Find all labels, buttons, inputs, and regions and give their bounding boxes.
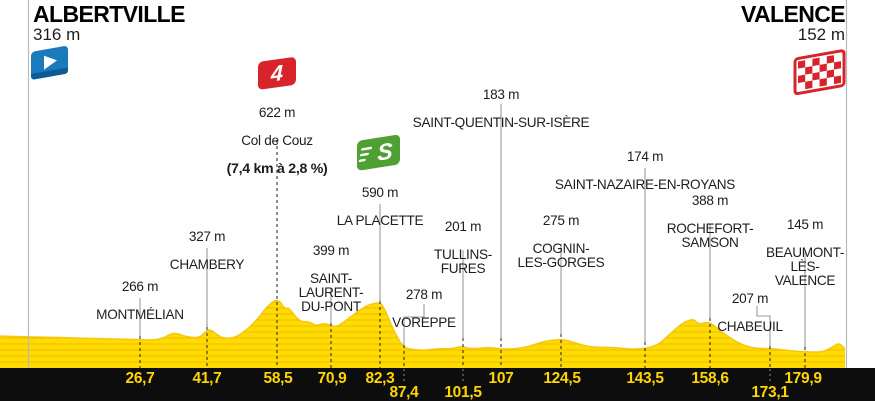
sprint-badge: S [357,134,400,171]
waypoint-label-rochefort-samson: 388 m ROCHEFORT- SAMSON [666,193,754,250]
km-marker: 70,9 [317,370,347,387]
km-marker: 107 [488,370,514,387]
waypoint-label-cognin-les-gorges: 275 m COGNIN- LES-GORGES [517,213,605,270]
waypoint-label-tullins-fures: 201 m TULLINS- FURES [433,219,493,276]
waypoint-label-col-de-couz: 622 m Col de Couz (7,4 km à 2,8 %) [226,105,328,177]
waypoint-label-montmelian: 266 m MONTMÉLIAN [96,279,184,322]
distance-bar-dashes [403,369,771,383]
cat4-climb-badge: 4 [258,57,296,90]
start-finish-border-lines [27,0,848,401]
climb-category-label: 4 [270,60,283,87]
finish-header: VALENCE 152 m [741,1,846,45]
start-header: ALBERTVILLE 316 m [33,2,185,44]
finish-city-elevation: 152 m [797,25,845,45]
km-marker: 41,7 [192,370,222,387]
waypoint-label-la-placette: 590 m LA PLACETTE [336,185,424,228]
km-marker: 87,4 [389,384,419,401]
km-marker: 158,6 [691,370,729,387]
km-marker: 173,1 [751,384,789,401]
waypoint-label-chambery: 327 m CHAMBERY [169,229,245,272]
profile-top-edge [0,299,846,353]
waypoint-label-beaumont-les-valence: 145 m BEAUMONT- LÈS-VALENCE [765,217,845,288]
distance-bar [0,368,875,401]
voreppe-elbow-connector [403,304,425,345]
km-marker: 124,5 [543,370,581,387]
finish-city-name: VALENCE [741,1,846,27]
km-marker: 26,7 [125,370,155,387]
km-marker: 101,5 [444,384,482,401]
km-marker: 143,5 [626,370,664,387]
km-marker: 58,5 [263,370,293,387]
start-flag-icon [31,46,68,80]
start-city-elevation: 316 m [33,25,81,45]
sprint-label: S [377,137,393,165]
waypoint-label-chabeuil: 207 m CHABEUIL [717,291,783,334]
km-dashed-lines [139,140,806,368]
km-marker: 179,9 [784,370,822,387]
waypoint-label-voreppe: 278 m VOREPPE [392,287,456,330]
waypoint-label-saint-nazaire-en-royans: 174 m SAINT-NAZAIRE-EN-ROYANS [554,149,736,192]
waypoint-label-saint-quentin-sur-isere: 183 m SAINT-QUENTIN-SUR-ISÈRE [412,87,590,130]
start-city-name: ALBERTVILLE [33,1,185,27]
finish-flag-icon [793,49,846,96]
km-marker: 82,3 [365,370,395,387]
waypoint-connector-lines [139,104,806,347]
chabeuil-elbow-connector [756,306,771,346]
waypoint-label-saint-laurent-du-pont: 399 m SAINT- LAURENT- DU-PONT [298,243,364,314]
climb-gradient: (7,4 km à 2,8 %) [226,161,328,177]
